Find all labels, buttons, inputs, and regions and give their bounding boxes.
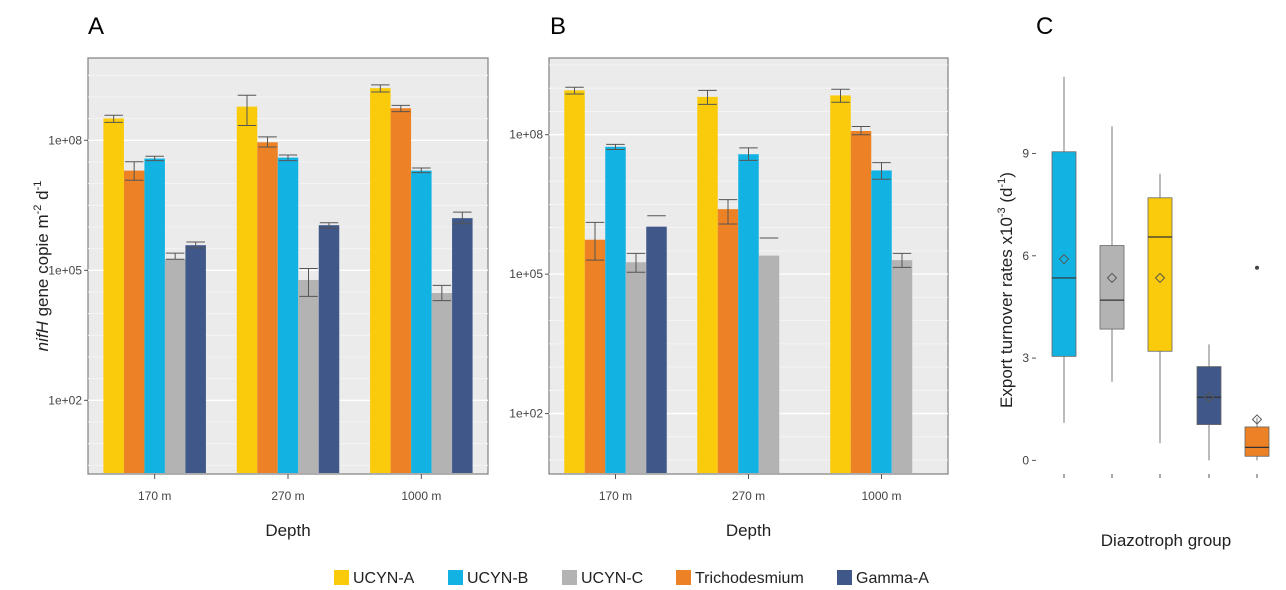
y-axis-title-part: d (33, 190, 52, 204)
legend-swatch-ucyn-a (334, 570, 349, 585)
mean-diamond-ucyn-b (1058, 253, 1070, 265)
x-axis-title: Depth (265, 521, 310, 540)
bar-ucyn-a-170m (564, 90, 585, 474)
bar-ucyn-b-170m (144, 158, 165, 473)
legend-swatch-gamma-a (837, 570, 852, 585)
box-gamma-a (1196, 366, 1222, 425)
y-tick-label: 1e+08 (48, 133, 82, 147)
legend-label-ucyn-c: UCYN-C (581, 570, 643, 587)
bar-gamma-a-270m (318, 225, 340, 473)
y-axis-title-part: ) (997, 172, 1016, 178)
legend-label-ucyn-a: UCYN-A (353, 570, 415, 587)
bar-trichodesmium-270m (717, 209, 739, 473)
legend-swatch-ucyn-b (448, 570, 463, 585)
y-axis-title-part: nifH (33, 320, 52, 351)
x-tick-label: 270 m (271, 489, 304, 503)
panel-label-c: C (1036, 13, 1053, 40)
bar-trichodesmium-1000m (850, 131, 872, 473)
y-tick-label: 1e+08 (509, 128, 543, 142)
y-tick-label: 9 (1022, 146, 1029, 160)
legend-label-gamma-a: Gamma-A (856, 570, 929, 587)
bar-ucyn-a-1000m (370, 88, 391, 474)
bar-ucyn-b-1000m (871, 170, 892, 473)
x-tick-label: 170 m (138, 489, 171, 503)
bar-ucyn-b-170m (605, 146, 626, 473)
y-tick-label: 0 (1022, 453, 1029, 467)
y-tick-label: 6 (1022, 249, 1029, 263)
outlier-point (1255, 265, 1259, 270)
y-tick-label: 1e+05 (48, 263, 82, 277)
bar-gamma-a-1000m (452, 218, 473, 473)
x-tick-label: 1000 m (861, 489, 901, 503)
y-axis-title-part: -1 (32, 181, 44, 191)
x-axis-title: Depth (726, 521, 771, 540)
bar-ucyn-c-270m (758, 255, 780, 473)
y-axis-title: nifH gene copie m-2 d-1 (32, 181, 52, 352)
bar-ucyn-a-270m (236, 106, 258, 473)
bar-gamma-a-170m (185, 245, 206, 473)
box-trichodesmium (1244, 426, 1270, 457)
bar-ucyn-b-270m (277, 157, 299, 474)
y-tick-label: 1e+02 (48, 393, 82, 407)
y-axis-title-part: gene copie m (33, 214, 52, 321)
bar-ucyn-b-270m (738, 154, 759, 473)
mean-diamond-gamma-a (1203, 392, 1215, 403)
legend-swatch-trichodesmium (676, 570, 691, 585)
box-ucyn-a (1147, 197, 1173, 352)
bar-trichodesmium-1000m (390, 108, 412, 474)
y-axis-title-part: -3 (996, 207, 1008, 217)
bar-trichodesmium-170m (584, 239, 606, 473)
y-axis-title-part: -2 (32, 205, 44, 215)
bar-ucyn-a-1000m (830, 95, 851, 473)
panel-label-b: B (550, 13, 566, 40)
x-tick-label: 170 m (599, 489, 632, 503)
y-axis-title-part: -1 (996, 178, 1008, 188)
legend-label-trichodesmium: Trichodesmium (695, 570, 804, 587)
bar-ucyn-a-270m (697, 96, 718, 473)
y-axis-title-c: Export turnover rates x10-3 (d-1) (996, 172, 1016, 408)
panel-label-a: A (88, 13, 104, 40)
bar-ucyn-c-170m (625, 262, 647, 473)
x-tick-label: 1000 m (401, 489, 441, 503)
bar-ucyn-a-170m (103, 118, 124, 473)
bar-trichodesmium-270m (257, 142, 278, 473)
bar-ucyn-b-1000m (411, 170, 432, 473)
mean-diamond-ucyn-a (1154, 272, 1166, 284)
bar-ucyn-c-270m (298, 279, 319, 473)
y-axis-title-part: (d (997, 187, 1016, 207)
y-tick-label: 3 (1022, 351, 1029, 365)
bar-ucyn-c-1000m (891, 260, 913, 473)
x-tick-label: 270 m (732, 489, 765, 503)
bar-ucyn-c-1000m (431, 292, 453, 473)
legend-label-ucyn-b: UCYN-B (467, 570, 528, 587)
y-tick-label: 1e+05 (509, 267, 543, 281)
bar-gamma-a-170m (646, 226, 667, 473)
y-tick-label: 1e+02 (509, 407, 543, 421)
bar-trichodesmium-170m (123, 170, 145, 473)
legend-swatch-ucyn-c (562, 570, 577, 585)
bar-ucyn-c-170m (164, 259, 186, 473)
mean-diamond-trichodesmium (1251, 414, 1263, 425)
mean-diamond-ucyn-c (1106, 272, 1118, 284)
box-ucyn-c (1099, 245, 1125, 330)
y-axis-title-part: Export turnover rates x10 (997, 217, 1016, 408)
x-axis-title-c: Diazotroph group (1101, 531, 1231, 550)
